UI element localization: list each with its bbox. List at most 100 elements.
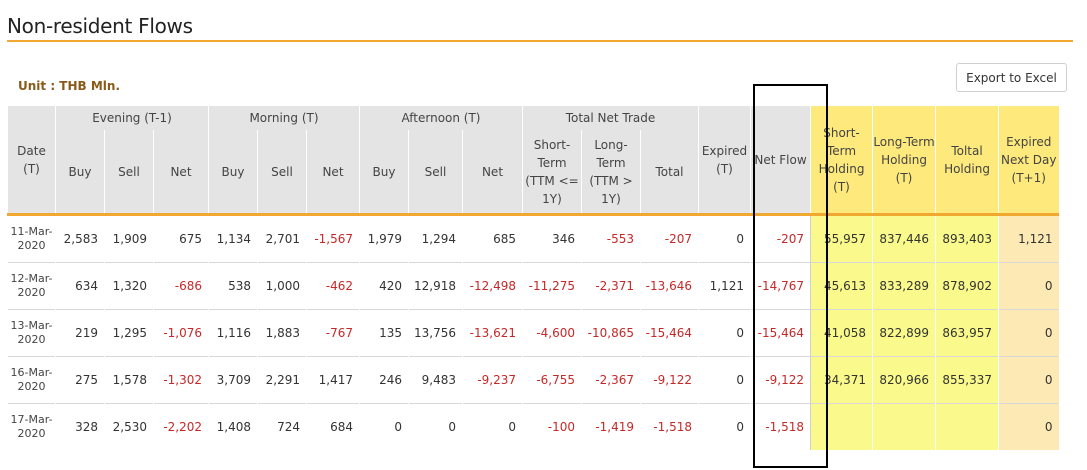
- col-expired-next-day-header: Expired Next Day (T+1): [998, 106, 1059, 215]
- morning-buy-cell: 1,134: [208, 213, 258, 263]
- morning-net-cell: 1,417: [306, 356, 360, 404]
- evening-net-cell: -1,302: [153, 356, 209, 404]
- date-cell: 13-Mar-2020: [7, 309, 56, 357]
- morning-net-cell: 684: [306, 403, 360, 450]
- evening-net-cell: 675: [153, 213, 209, 263]
- expired-next-day-cell: 0: [998, 309, 1059, 357]
- morning-buy-cell: 1,408: [208, 403, 258, 450]
- short-term-holding-cell: [810, 403, 873, 450]
- table-row: 12-Mar-2020 634 1,320 -686 538 1,000 -46…: [7, 262, 1059, 310]
- morning-sell-cell: 2,701: [257, 213, 307, 263]
- afternoon-buy-cell: 135: [359, 309, 409, 357]
- afternoon-net-cell: -12,498: [462, 262, 523, 310]
- total-cell: -9,122: [640, 356, 699, 404]
- group-total-net-trade-header: Total Net Trade: [522, 106, 699, 130]
- total-cell: -207: [640, 213, 699, 263]
- evening-buy-cell: 328: [55, 403, 105, 450]
- col-short-term-holding-header: Short-Term Holding (T): [810, 106, 873, 215]
- evening-buy-cell: 275: [55, 356, 105, 404]
- morning-buy-cell: 1,116: [208, 309, 258, 357]
- date-cell: 16-Mar-2020: [7, 356, 56, 404]
- evening-buy-cell: 2,583: [55, 213, 105, 263]
- table-row: 17-Mar-2020 328 2,530 -2,202 1,408 724 6…: [7, 403, 1059, 450]
- total-holding-cell: 855,337: [935, 356, 999, 404]
- long-term-holding-cell: 833,289: [872, 262, 936, 310]
- short-term-cell: -100: [522, 403, 582, 450]
- afternoon-net-cell: 685: [462, 213, 523, 263]
- evening-buy-cell: 219: [55, 309, 105, 357]
- col-total-header: Total: [640, 130, 699, 215]
- morning-net-cell: -1,567: [306, 213, 360, 263]
- date-cell: 17-Mar-2020: [7, 403, 56, 450]
- evening-buy-cell: 634: [55, 262, 105, 310]
- total-cell: -13,646: [640, 262, 699, 310]
- afternoon-buy-cell: 246: [359, 356, 409, 404]
- title-divider: [7, 40, 1073, 42]
- col-date-header: Date (T): [7, 106, 56, 215]
- afternoon-net-cell: -13,621: [462, 309, 523, 357]
- total-holding-cell: [935, 403, 999, 450]
- col-evening-sell-header: Sell: [104, 130, 154, 215]
- afternoon-sell-cell: 13,756: [408, 309, 463, 357]
- col-afternoon-buy-header: Buy: [359, 130, 409, 215]
- col-total-holding-header: Toltal Holding: [935, 106, 999, 215]
- short-term-holding-cell: 34,371: [810, 356, 873, 404]
- col-morning-sell-header: Sell: [257, 130, 307, 215]
- col-long-term-holding-header: Long-Term Holding (T): [872, 106, 936, 215]
- col-net-flow-header: Net Flow: [750, 106, 811, 215]
- col-long-term-header: Long-Term (TTM > 1Y): [581, 130, 641, 215]
- afternoon-buy-cell: 420: [359, 262, 409, 310]
- expired-next-day-cell: 0: [998, 356, 1059, 404]
- expired-cell: 0: [698, 213, 751, 263]
- col-evening-buy-header: Buy: [55, 130, 105, 215]
- afternoon-buy-cell: 0: [359, 403, 409, 450]
- morning-net-cell: -462: [306, 262, 360, 310]
- expired-cell: 0: [698, 403, 751, 450]
- evening-net-cell: -2,202: [153, 403, 209, 450]
- short-term-holding-cell: 55,957: [810, 213, 873, 263]
- col-short-term-header: Short-Term (TTM <= 1Y): [522, 130, 582, 215]
- group-afternoon-header: Afternoon (T): [359, 106, 523, 130]
- col-afternoon-sell-header: Sell: [408, 130, 463, 215]
- afternoon-sell-cell: 12,918: [408, 262, 463, 310]
- long-term-holding-cell: 820,966: [872, 356, 936, 404]
- unit-label: Unit : THB Mln.: [18, 79, 120, 93]
- short-term-holding-cell: 45,613: [810, 262, 873, 310]
- short-term-cell: -6,755: [522, 356, 582, 404]
- evening-sell-cell: 2,530: [104, 403, 154, 450]
- net-flow-cell: -9,122: [750, 356, 811, 404]
- evening-sell-cell: 1,295: [104, 309, 154, 357]
- morning-net-cell: -767: [306, 309, 360, 357]
- date-cell: 11-Mar-2020: [7, 213, 56, 263]
- col-expired-header: Expired (T): [698, 106, 751, 215]
- col-morning-net-header: Net: [306, 130, 360, 215]
- long-term-holding-cell: [872, 403, 936, 450]
- net-flow-cell: -1,518: [750, 403, 811, 450]
- net-flow-cell: -207: [750, 213, 811, 263]
- table-row: 16-Mar-2020 275 1,578 -1,302 3,709 2,291…: [7, 356, 1059, 404]
- afternoon-net-cell: -9,237: [462, 356, 523, 404]
- net-flow-cell: -14,767: [750, 262, 811, 310]
- total-cell: -15,464: [640, 309, 699, 357]
- morning-sell-cell: 1,000: [257, 262, 307, 310]
- morning-sell-cell: 724: [257, 403, 307, 450]
- afternoon-sell-cell: 1,294: [408, 213, 463, 263]
- long-term-cell: -553: [581, 213, 641, 263]
- evening-net-cell: -1,076: [153, 309, 209, 357]
- expired-next-day-cell: 1,121: [998, 213, 1059, 263]
- group-morning-header: Morning (T): [208, 106, 360, 130]
- col-morning-buy-header: Buy: [208, 130, 258, 215]
- long-term-cell: -1,419: [581, 403, 641, 450]
- short-term-cell: -11,275: [522, 262, 582, 310]
- afternoon-sell-cell: 0: [408, 403, 463, 450]
- export-to-excel-button[interactable]: Export to Excel: [956, 63, 1067, 92]
- long-term-cell: -2,367: [581, 356, 641, 404]
- page-title: Non-resident Flows: [7, 14, 193, 38]
- afternoon-buy-cell: 1,979: [359, 213, 409, 263]
- total-holding-cell: 893,403: [935, 213, 999, 263]
- evening-sell-cell: 1,909: [104, 213, 154, 263]
- long-term-cell: -10,865: [581, 309, 641, 357]
- long-term-cell: -2,371: [581, 262, 641, 310]
- short-term-cell: 346: [522, 213, 582, 263]
- non-resident-flows-table: Date (T) Evening (T-1) Morning (T) After…: [7, 106, 1059, 450]
